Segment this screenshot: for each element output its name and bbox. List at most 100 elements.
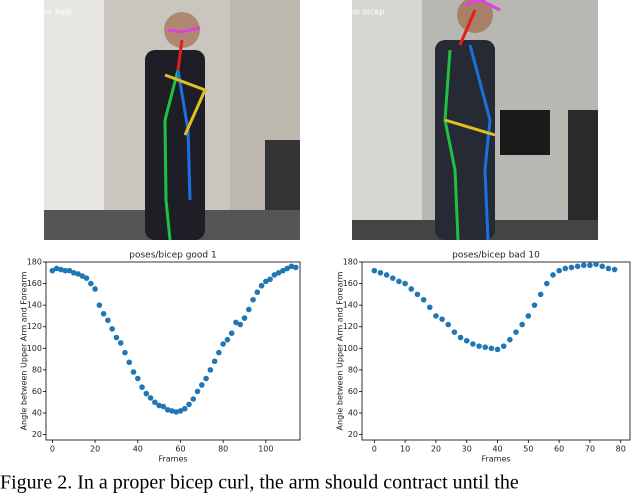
- point: [525, 313, 532, 319]
- chart-title: poses/bicep bad 10: [452, 251, 540, 261]
- x-tick-label: 80: [218, 445, 228, 454]
- point: [574, 263, 581, 270]
- point: [88, 280, 94, 287]
- point: [550, 272, 556, 278]
- point: [470, 341, 476, 347]
- x-axis-label: Frames: [158, 455, 187, 464]
- point: [488, 345, 495, 352]
- photo-overlay-text: ur help: [44, 8, 72, 17]
- point: [58, 266, 64, 273]
- point: [117, 340, 124, 346]
- y-tick-label: 160: [27, 279, 42, 288]
- point: [414, 291, 421, 298]
- point: [507, 336, 513, 343]
- y-tick-label: 140: [343, 301, 358, 310]
- point: [199, 382, 205, 388]
- y-tick-label: 180: [27, 258, 42, 267]
- point: [105, 317, 111, 324]
- point: [433, 313, 439, 319]
- point: [482, 344, 489, 351]
- x-tick-label: 60: [554, 445, 564, 454]
- x-tick-label: 0: [50, 445, 55, 454]
- y-tick-label: 180: [343, 258, 358, 267]
- y-tick-label: 40: [348, 409, 358, 418]
- point: [139, 384, 145, 390]
- point: [143, 390, 150, 397]
- point: [92, 286, 98, 292]
- point: [126, 359, 133, 366]
- point: [275, 269, 282, 276]
- point: [49, 267, 56, 274]
- y-tick-label: 20: [32, 430, 42, 439]
- point: [611, 266, 618, 273]
- photo-overlay-text: or bicep: [352, 8, 384, 17]
- point: [233, 319, 239, 326]
- point: [224, 336, 231, 343]
- y-tick-label: 140: [27, 301, 42, 310]
- point: [130, 369, 137, 375]
- chart: poses/bicep bad 10 Frames Angle between Up…: [336, 251, 631, 464]
- x-tick-label: 40: [492, 445, 502, 454]
- point: [531, 302, 538, 308]
- x-tick-label: 60: [175, 445, 185, 454]
- y-tick-label: 160: [343, 279, 358, 288]
- x-tick-label: 10: [400, 445, 410, 454]
- point: [66, 267, 73, 274]
- point: [241, 315, 248, 321]
- y-tick-label: 100: [343, 344, 358, 353]
- point: [190, 396, 197, 402]
- y-tick-label: 20: [348, 430, 358, 439]
- point: [177, 408, 184, 414]
- point: [383, 272, 390, 278]
- point: [288, 263, 295, 270]
- point: [537, 291, 544, 298]
- point: [220, 341, 226, 347]
- point: [408, 286, 415, 292]
- y-tick-label: 120: [343, 322, 358, 331]
- point: [237, 321, 244, 328]
- point: [100, 310, 107, 317]
- point: [83, 275, 90, 281]
- point: [292, 264, 299, 271]
- plot-frame: [361, 261, 631, 441]
- point: [75, 271, 81, 277]
- point: [390, 275, 396, 281]
- point: [544, 280, 550, 287]
- y-axis-label: Angle between Upper Arm and Forearm: [336, 271, 345, 430]
- point: [122, 349, 128, 356]
- y-axis-label: Angle between Upper Arm and Forearm: [20, 271, 29, 430]
- x-tick-label: 80: [616, 445, 626, 454]
- point: [181, 405, 188, 412]
- point: [451, 329, 458, 335]
- point: [513, 329, 519, 335]
- point: [445, 321, 452, 328]
- photo-right: or bicep: [352, 0, 598, 241]
- x-tick-label: 20: [431, 445, 441, 454]
- point: [211, 358, 218, 365]
- x-tick-label: 20: [90, 445, 100, 454]
- point: [228, 330, 235, 337]
- point: [147, 395, 154, 401]
- point: [396, 278, 402, 285]
- point: [402, 280, 408, 287]
- y-tick-label: 120: [27, 322, 42, 331]
- point: [169, 408, 175, 414]
- point: [568, 264, 575, 271]
- point: [203, 375, 209, 382]
- point: [284, 265, 290, 272]
- y-tick-label: 40: [32, 409, 42, 418]
- x-tick-label: 0: [372, 445, 377, 454]
- point: [593, 261, 599, 267]
- point: [280, 267, 286, 274]
- point: [109, 326, 115, 332]
- point: [53, 265, 60, 272]
- x-tick-label: 40: [133, 445, 143, 454]
- point: [371, 267, 378, 274]
- y-tick-label: 80: [348, 365, 358, 374]
- point: [580, 262, 587, 269]
- chart-title: poses/bicep good 1: [129, 251, 216, 261]
- point: [160, 403, 167, 410]
- x-tick-label: 50: [523, 445, 533, 454]
- y-tick-label: 60: [32, 387, 42, 396]
